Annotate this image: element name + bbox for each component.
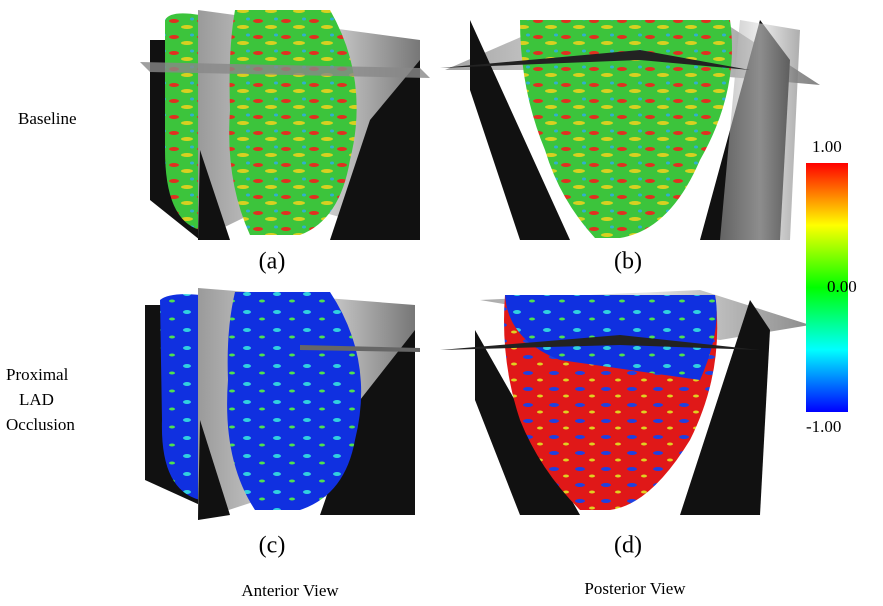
render-b bbox=[440, 20, 820, 240]
colorbar-tick-label: -1.00 bbox=[806, 417, 841, 436]
colorbar bbox=[806, 163, 848, 412]
render-d bbox=[440, 290, 810, 515]
colorbar-tick-label: 1.00 bbox=[812, 137, 842, 156]
row-label: Occlusion bbox=[6, 415, 75, 434]
column-label: Posterior View bbox=[584, 579, 686, 598]
render-a bbox=[140, 10, 430, 240]
column-label: Anterior View bbox=[241, 581, 339, 600]
colorbar-ticks: 1.00 0.00 -1.00 bbox=[806, 137, 857, 436]
panel-label: (b) bbox=[614, 249, 642, 275]
panel-label: (d) bbox=[614, 533, 642, 559]
render-c bbox=[145, 288, 420, 520]
row-label: Proximal bbox=[6, 365, 69, 384]
panel-label: (a) bbox=[259, 249, 286, 275]
row-label: Baseline bbox=[18, 109, 77, 128]
panel-label: (c) bbox=[259, 533, 286, 559]
colorbar-tick-label: 0.00 bbox=[827, 277, 857, 296]
row-label: LAD bbox=[19, 390, 54, 409]
